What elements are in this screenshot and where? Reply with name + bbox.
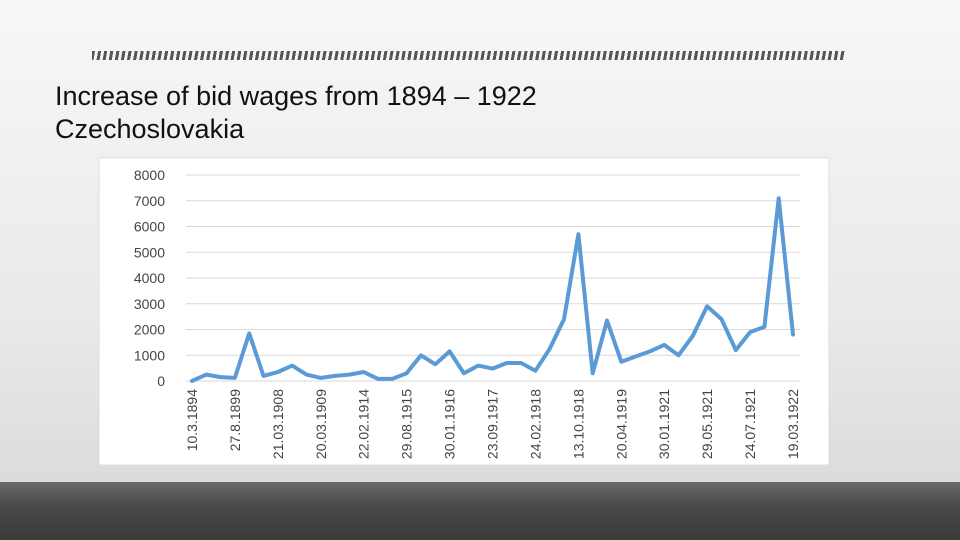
x-tick-label: 30.01.1916: [442, 389, 458, 459]
x-tick-label: 20.04.1919: [613, 389, 629, 459]
y-tick-label: 6000: [134, 219, 165, 235]
x-tick-label: 19.03.1922: [785, 389, 801, 459]
y-tick-label: 1000: [134, 347, 165, 363]
x-tick-label: 30.01.1921: [656, 389, 672, 459]
decor-bar: [92, 51, 845, 60]
x-tick-label: 13.10.1918: [570, 389, 586, 459]
data-line: [190, 196, 795, 383]
x-tick-label: 10.3.1894: [184, 389, 200, 451]
floor: [0, 482, 960, 540]
x-tick-label: 27.8.1899: [227, 389, 243, 451]
title-line: Czechoslovakia: [55, 114, 245, 144]
x-tick-label: 24.07.1921: [742, 389, 758, 459]
chart-frame: [98, 157, 830, 466]
title-line: Increase of bid wages from 1894 – 1922: [55, 81, 537, 111]
x-tick-label: 21.03.1908: [270, 389, 286, 459]
x-tick-label: 29.05.1921: [699, 389, 715, 459]
x-tick-label: 24.02.1918: [527, 389, 543, 459]
slide-title: Increase of bid wages from 1894 – 1922 C…: [55, 80, 537, 146]
x-tick-label: 29.08.1915: [399, 389, 415, 459]
y-tick-label: 0: [157, 373, 165, 389]
y-tick-label: 5000: [134, 244, 165, 260]
y-tick-label: 2000: [134, 322, 165, 338]
x-tick-label: 22.02.1914: [356, 389, 372, 459]
y-tick-label: 4000: [134, 270, 165, 286]
y-tick-label: 8000: [134, 167, 165, 183]
x-tick-label: 23.09.1917: [485, 389, 501, 459]
y-tick-label: 3000: [134, 296, 165, 312]
x-tick-label: 20.03.1909: [313, 389, 329, 459]
y-tick-label: 7000: [134, 193, 165, 209]
